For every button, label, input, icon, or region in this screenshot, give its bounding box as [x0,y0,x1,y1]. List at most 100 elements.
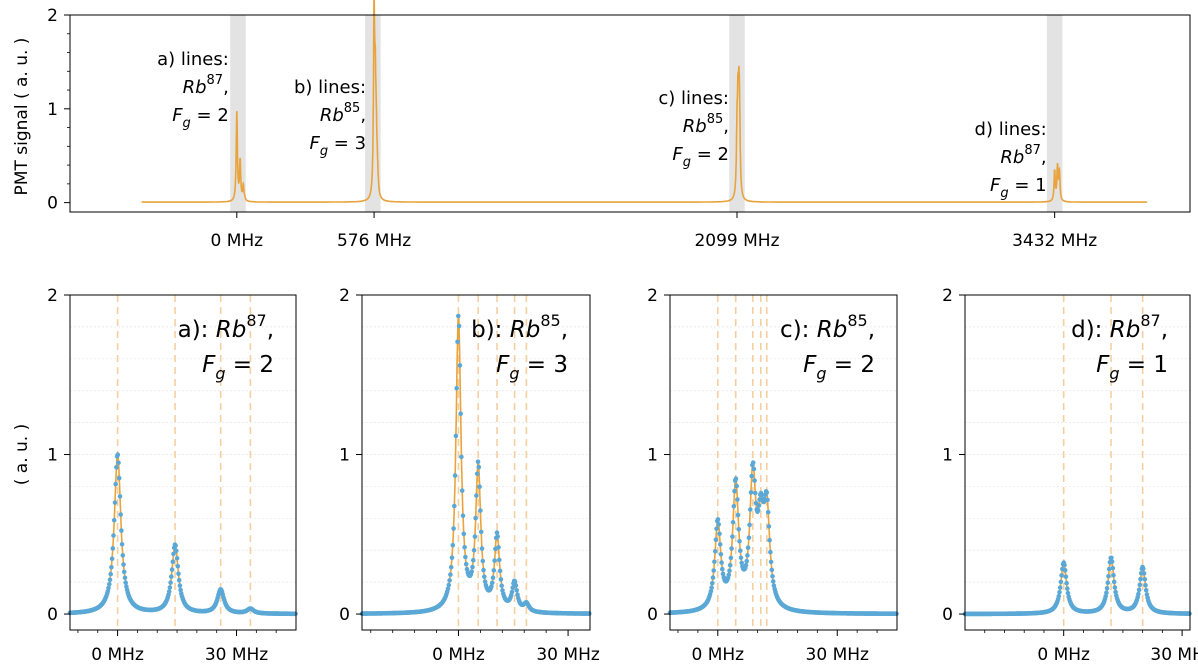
highlight-band [230,15,246,212]
data-point [480,558,486,564]
data-point [767,537,772,543]
data-point [1141,571,1147,576]
data-point [765,509,771,515]
data-point [473,515,478,521]
data-point [1106,566,1112,572]
y-tick-label: 2 [47,6,58,26]
data-point [510,585,515,590]
data-point [462,545,467,550]
y-tick-label: 1 [47,446,58,466]
data-point [116,475,122,481]
data-point [478,529,484,535]
x-tick-label: 576 MHz [337,231,411,251]
data-point [1057,585,1063,590]
data-point [489,584,494,589]
data-point [479,546,485,551]
data-point [1106,573,1111,579]
x-tick-label: 0 MHz [211,231,264,251]
data-point [713,537,719,542]
data-point [745,545,751,550]
data-point [166,589,172,594]
y-tick-label: 1 [339,446,350,466]
data-point [476,464,482,470]
panel-label: b): Rb85, Fg = 3 [471,311,568,383]
data-point [494,530,500,535]
data-point [768,549,773,555]
data-point [711,568,716,573]
data-point [121,562,126,567]
data-point [1137,582,1143,588]
data-point [459,454,464,460]
data-point [708,589,714,594]
data-point [107,582,112,587]
y-tick-label: 1 [47,100,58,120]
y-tick-label: 0 [647,605,658,625]
panel-label-isotope: c): Rb85, [780,311,875,343]
data-point [735,497,740,502]
annotation-isotope: Rb85, [683,112,729,137]
data-point [750,460,756,465]
data-point [478,508,483,513]
annotation-fg: Fg = 1 [990,175,1047,201]
annotation-fg: Fg = 3 [309,133,366,159]
data-point [1104,586,1110,591]
data-point [719,560,724,565]
y-tick-label: 2 [942,286,953,306]
data-point [111,533,116,538]
data-point [490,575,496,580]
panel-label-fg: Fg = 2 [202,352,274,383]
data-point [1111,579,1117,585]
data-point [1143,582,1148,588]
data-point [712,559,717,565]
data-point [491,568,497,573]
data-point [715,517,721,522]
data-point [1058,579,1064,585]
panel-label-isotope: b): Rb85, [471,311,568,343]
data-point [1065,586,1070,591]
data-point [123,580,128,585]
data-point [710,575,716,580]
data-point [489,580,495,586]
data-point [727,568,732,573]
data-point [460,513,466,518]
data-point [446,582,452,588]
annotation-d: d) lines: Rb87, Fg = 1 [975,119,1047,201]
y-tick-label: 0 [942,605,953,625]
data-point [718,552,724,557]
data-point [171,551,176,557]
data-point [111,517,117,523]
data-point [456,323,462,329]
data-point [717,531,722,536]
y-axis-label: PMT signal ( a. u. ) [12,38,32,196]
data-point [459,488,465,493]
y-tick-label: 0 [47,605,58,625]
data-point [482,579,488,584]
data-point [454,385,460,391]
data-point [497,557,502,563]
data-point [447,578,452,583]
data-point [119,542,125,547]
annotation-title: b) lines: [294,77,366,98]
x-tick-label: 3432 MHz [1012,231,1097,251]
data-point [499,583,505,588]
data-point [176,577,182,583]
panel-label-fg: Fg = 1 [1096,352,1168,383]
x-tick-label: 30 MHz [205,645,268,665]
data-point [120,553,126,558]
annotation-b: b) lines: Rb85, Fg = 3 [294,77,366,159]
data-point [167,585,173,590]
data-point [448,572,453,577]
data-point [173,543,178,549]
x-tick-label: 30 MHz [1150,645,1198,665]
data-point [174,548,179,554]
data-point [453,433,459,439]
data-point [735,512,741,518]
panel-label-fg: Fg = 2 [803,352,875,383]
data-point [1113,589,1118,595]
data-point [449,555,455,560]
data-point [1105,580,1111,585]
data-point [463,554,468,560]
data-point [1065,590,1071,596]
panel-label-isotope: d): Rb87, [1071,311,1168,343]
